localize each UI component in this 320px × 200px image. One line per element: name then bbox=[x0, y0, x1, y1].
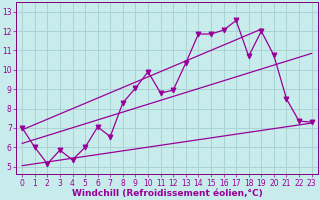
X-axis label: Windchill (Refroidissement éolien,°C): Windchill (Refroidissement éolien,°C) bbox=[72, 189, 262, 198]
